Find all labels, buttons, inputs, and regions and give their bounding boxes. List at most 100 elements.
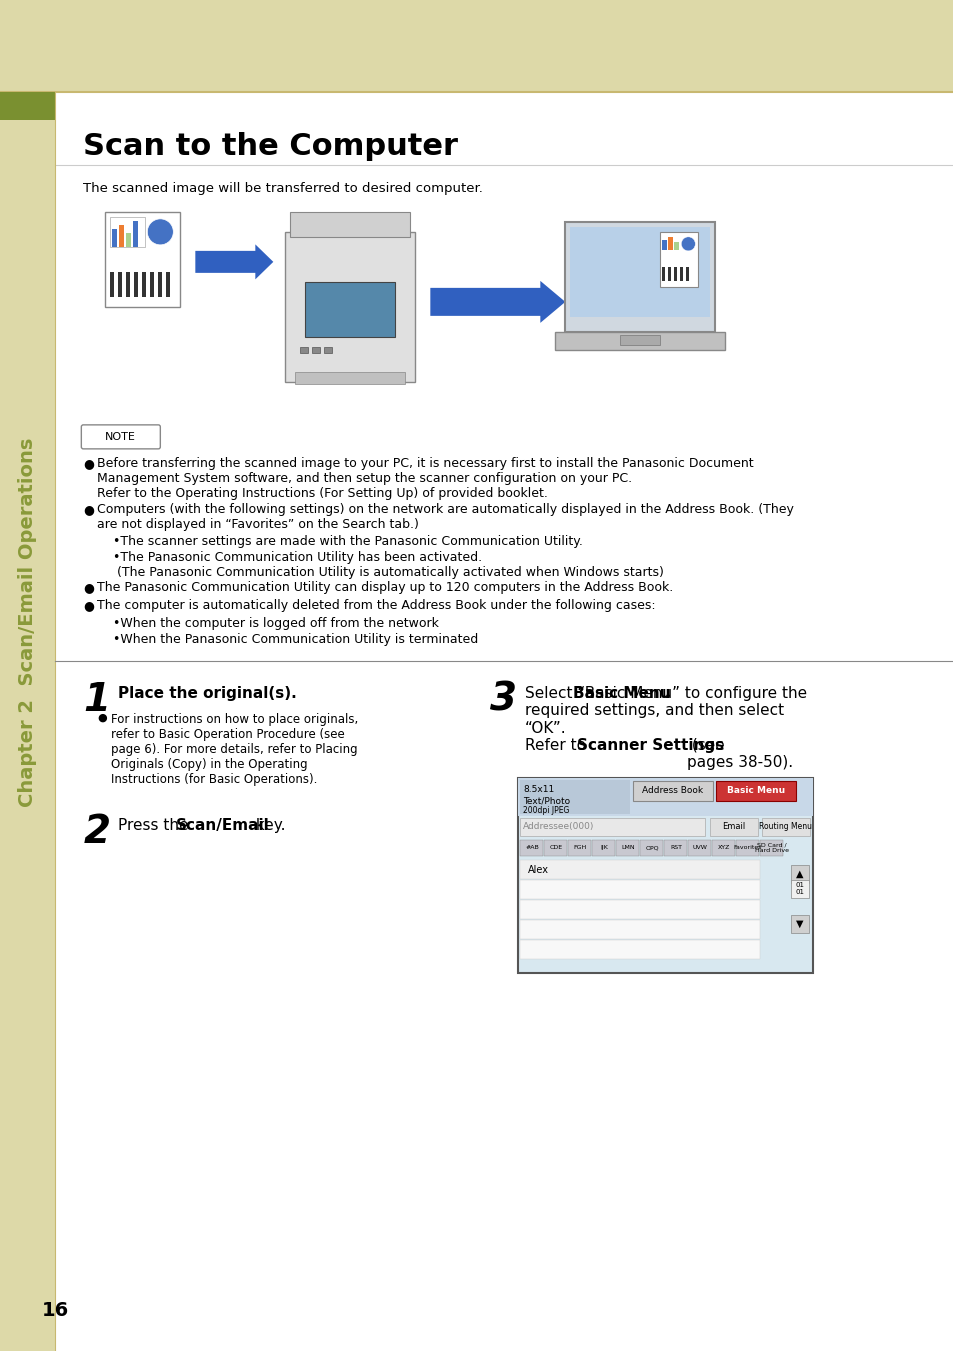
Text: NOTE: NOTE bbox=[105, 432, 135, 442]
Bar bbox=[760, 840, 782, 857]
Text: Address Book: Address Book bbox=[641, 786, 702, 796]
Bar bbox=[592, 840, 615, 857]
Bar bbox=[119, 224, 124, 247]
Text: 2: 2 bbox=[83, 813, 111, 851]
Bar bbox=[118, 272, 122, 297]
Bar bbox=[517, 778, 812, 973]
Text: ●: ● bbox=[83, 457, 94, 470]
Text: Before transferring the scanned image to your PC, it is necessary first to insta: Before transferring the scanned image to… bbox=[97, 457, 753, 500]
Bar bbox=[519, 880, 760, 898]
Text: Routing Menu: Routing Menu bbox=[759, 823, 812, 831]
Bar bbox=[519, 780, 629, 813]
Text: Email: Email bbox=[721, 823, 745, 831]
Bar bbox=[716, 781, 795, 801]
Circle shape bbox=[147, 219, 173, 245]
Text: Press the: Press the bbox=[118, 817, 193, 832]
Bar bbox=[674, 267, 677, 281]
Bar bbox=[565, 222, 715, 332]
Text: •The scanner settings are made with the Panasonic Communication Utility.: •The scanner settings are made with the … bbox=[113, 535, 582, 549]
Text: Scan to the Computer: Scan to the Computer bbox=[83, 132, 457, 161]
FancyBboxPatch shape bbox=[81, 424, 160, 449]
Bar bbox=[111, 272, 114, 297]
Bar bbox=[639, 840, 662, 857]
Bar bbox=[519, 940, 760, 959]
Text: The scanned image will be transferred to desired computer.: The scanned image will be transferred to… bbox=[83, 182, 483, 195]
Bar bbox=[668, 236, 673, 250]
Bar bbox=[709, 817, 758, 836]
Bar bbox=[305, 282, 395, 336]
Bar bbox=[519, 859, 760, 880]
Bar bbox=[543, 840, 566, 857]
Bar bbox=[133, 220, 138, 247]
Bar bbox=[616, 840, 639, 857]
Bar bbox=[685, 267, 689, 281]
Bar bbox=[295, 372, 405, 384]
Bar bbox=[312, 347, 320, 353]
Text: •The Panasonic Communication Utility has been activated.
 (The Panasonic Communi: •The Panasonic Communication Utility has… bbox=[113, 551, 663, 578]
Bar bbox=[158, 272, 162, 297]
Bar bbox=[324, 347, 332, 353]
Circle shape bbox=[680, 236, 695, 251]
Text: Addressee(000): Addressee(000) bbox=[522, 821, 594, 831]
Bar bbox=[633, 781, 712, 801]
Text: 16: 16 bbox=[41, 1301, 69, 1320]
Text: Alex: Alex bbox=[527, 865, 548, 875]
Bar bbox=[300, 347, 308, 353]
Bar bbox=[661, 240, 667, 250]
FancyArrow shape bbox=[195, 245, 274, 280]
Text: UVW: UVW bbox=[692, 846, 707, 850]
Text: 1: 1 bbox=[83, 681, 111, 719]
Bar bbox=[555, 332, 724, 350]
Text: The Panasonic Communication Utility can display up to 120 computers in the Addre: The Panasonic Communication Utility can … bbox=[97, 581, 673, 594]
Text: CDE: CDE bbox=[549, 846, 562, 850]
Bar bbox=[0, 0, 953, 92]
Text: RST: RST bbox=[669, 846, 681, 850]
Text: SD Card /
Hard Drive: SD Card / Hard Drive bbox=[754, 843, 788, 854]
Text: Refer to: Refer to bbox=[524, 738, 590, 753]
Text: •When the computer is logged off from the network: •When the computer is logged off from th… bbox=[113, 617, 438, 630]
Bar bbox=[674, 242, 679, 250]
Bar bbox=[687, 840, 710, 857]
Text: Text/Photo: Text/Photo bbox=[522, 797, 570, 805]
Bar bbox=[790, 865, 808, 882]
Text: The computer is automatically deleted from the Address Book under the following : The computer is automatically deleted fr… bbox=[97, 598, 656, 612]
Bar bbox=[711, 840, 734, 857]
Text: Select “Basic Menu” to configure the
required settings, and then select
“OK”.: Select “Basic Menu” to configure the req… bbox=[524, 686, 806, 736]
Bar bbox=[166, 272, 171, 297]
Text: Chapter 2  Scan/Email Operations: Chapter 2 Scan/Email Operations bbox=[18, 438, 37, 807]
Text: #AB: #AB bbox=[524, 846, 538, 850]
Text: FGH: FGH bbox=[573, 846, 586, 850]
Bar bbox=[517, 778, 812, 816]
Bar bbox=[790, 915, 808, 934]
Text: Basic Menu: Basic Menu bbox=[573, 686, 670, 701]
Text: 8.5x11: 8.5x11 bbox=[522, 785, 554, 794]
FancyArrow shape bbox=[430, 281, 565, 323]
Bar bbox=[679, 267, 682, 281]
Bar bbox=[790, 880, 808, 898]
Text: For instructions on how to place originals,
refer to Basic Operation Procedure (: For instructions on how to place origina… bbox=[112, 713, 358, 786]
Bar bbox=[112, 228, 117, 247]
Bar bbox=[134, 272, 138, 297]
Bar bbox=[111, 218, 145, 247]
Bar bbox=[285, 232, 415, 382]
Bar bbox=[668, 267, 671, 281]
Bar bbox=[567, 840, 590, 857]
Text: LMN: LMN bbox=[620, 846, 634, 850]
Text: ●: ● bbox=[97, 713, 107, 723]
Text: ●: ● bbox=[83, 581, 94, 594]
Text: Computers (with the following settings) on the network are automatically display: Computers (with the following settings) … bbox=[97, 503, 794, 531]
Text: XYZ: XYZ bbox=[717, 846, 729, 850]
Text: OPQ: OPQ bbox=[644, 846, 659, 850]
Bar bbox=[105, 212, 180, 307]
Text: ●: ● bbox=[83, 598, 94, 612]
Text: IJK: IJK bbox=[599, 846, 607, 850]
Text: Scanner Settings: Scanner Settings bbox=[577, 738, 723, 753]
Text: ▼: ▼ bbox=[796, 919, 803, 929]
Text: Favorites: Favorites bbox=[733, 846, 761, 850]
Text: 3: 3 bbox=[490, 681, 517, 719]
Bar bbox=[661, 267, 664, 281]
Bar bbox=[126, 232, 132, 247]
Bar bbox=[519, 920, 760, 939]
Text: •When the Panasonic Communication Utility is terminated: •When the Panasonic Communication Utilit… bbox=[113, 632, 478, 646]
Bar bbox=[290, 212, 410, 236]
